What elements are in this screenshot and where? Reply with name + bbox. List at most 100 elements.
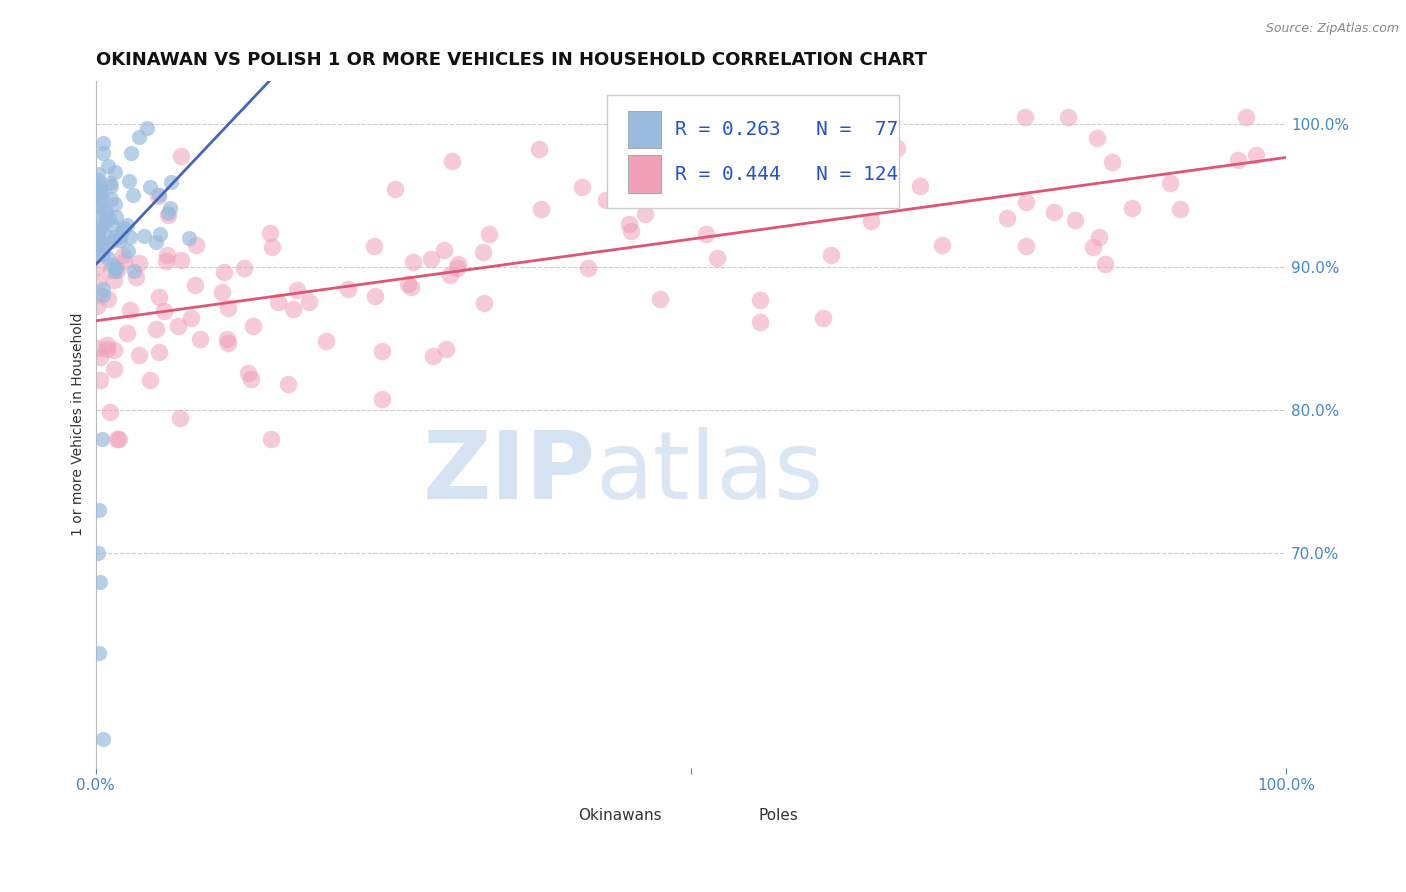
Point [762,174,785,188]
Point [149,227,172,241]
Point [89,574,111,589]
Point [87,275,110,289]
Point [86,199,108,213]
Point [145,322,167,336]
Point [97,211,120,225]
Point [571,179,593,194]
Point [117,174,139,188]
Point [86,239,108,253]
Point [89,231,111,245]
Point [104,264,127,278]
Point [145,235,167,249]
Y-axis label: 1 or more Vehicles in Household: 1 or more Vehicles in Household [72,313,86,536]
Point [1094,257,1116,271]
Point [91,136,114,151]
Point [86,222,108,236]
Point [527,143,550,157]
Point [170,149,193,163]
Point [260,432,283,446]
Point [184,277,207,292]
Point [170,252,193,267]
Point [744,169,766,183]
Point [136,120,159,135]
Point [89,220,111,235]
Point [111,224,134,238]
Point [97,251,120,265]
Point [236,366,259,380]
Point [148,188,170,202]
Point [93,238,115,252]
Point [402,255,425,269]
FancyBboxPatch shape [627,111,661,148]
Point [741,166,763,180]
Point [153,304,176,318]
Point [91,247,114,261]
Point [104,210,127,224]
Point [118,302,141,317]
Text: Okinawans: Okinawans [578,808,661,823]
Point [440,153,463,168]
Point [96,338,118,352]
Point [446,261,468,276]
Point [277,377,299,392]
Point [108,432,131,446]
Point [576,260,599,275]
Point [117,244,139,259]
Point [167,319,190,334]
Point [724,172,747,186]
Point [89,187,111,202]
Point [634,207,657,221]
Text: atlas: atlas [596,426,824,518]
Point [93,288,115,302]
Point [239,371,262,385]
Point [139,179,162,194]
Point [120,230,142,244]
Point [1101,154,1123,169]
Point [619,169,641,184]
Point [1159,177,1181,191]
Point [98,176,121,190]
Point [434,342,457,356]
Point [530,202,553,216]
Point [157,208,180,222]
Point [87,212,110,227]
Point [91,190,114,204]
Point [112,221,135,235]
Point [1056,110,1078,124]
Point [1014,110,1036,124]
Point [89,219,111,234]
Point [648,292,671,306]
Point [1043,205,1066,219]
Point [820,248,842,262]
Point [298,294,321,309]
Point [997,211,1019,225]
Point [89,647,111,661]
Point [267,295,290,310]
Point [156,248,179,262]
Point [180,311,202,326]
Point [86,299,108,313]
Point [96,213,118,227]
Point [146,189,169,203]
Point [262,240,284,254]
Point [363,239,385,253]
Point [1226,153,1249,167]
Point [87,173,110,187]
Point [100,262,122,277]
Point [89,186,111,200]
Point [364,289,387,303]
Point [371,343,394,358]
Point [595,193,617,207]
Point [89,180,111,194]
Point [103,361,125,376]
Point [215,333,238,347]
Point [104,229,127,244]
Point [103,343,125,358]
Point [859,213,882,227]
Point [97,159,120,173]
Point [89,350,111,364]
Point [94,204,117,219]
Point [125,270,148,285]
Point [315,334,337,348]
Point [419,252,441,267]
